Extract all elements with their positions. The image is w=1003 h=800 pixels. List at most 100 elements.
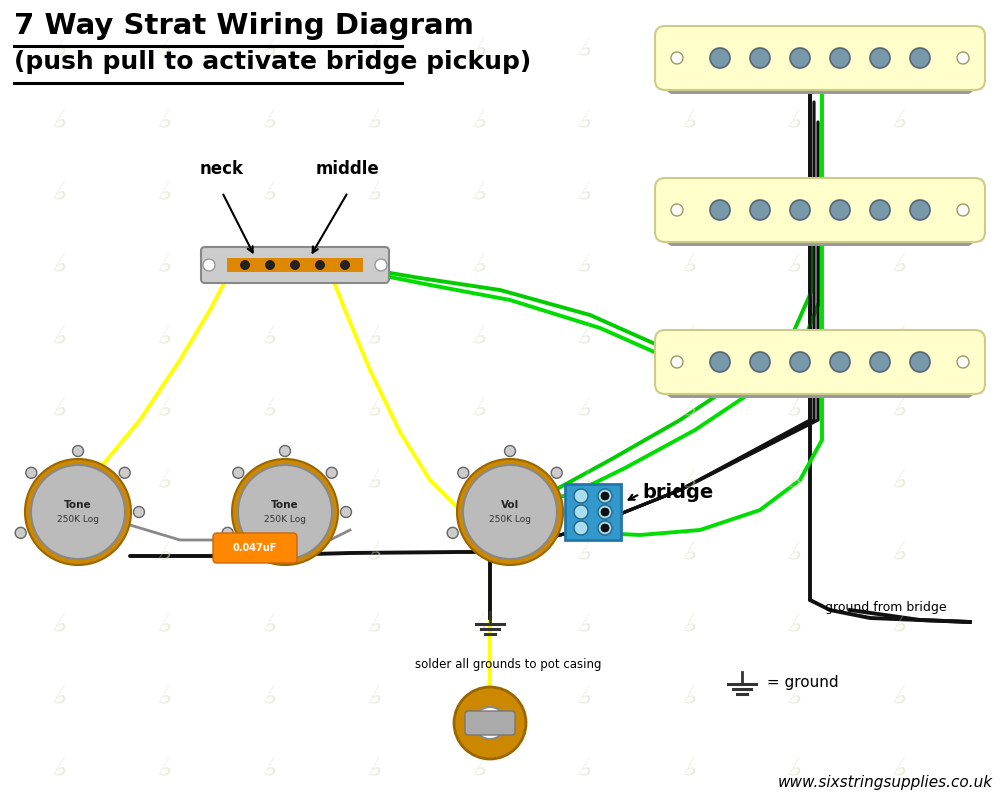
Circle shape [133,506,144,518]
Text: ♭: ♭ [152,394,178,426]
Circle shape [956,204,968,216]
Text: ♭: ♭ [887,610,912,642]
Text: ♭: ♭ [781,106,806,138]
Circle shape [956,356,968,368]
Text: ♭: ♭ [152,610,178,642]
Text: ♭: ♭ [152,250,178,282]
Text: ♭: ♭ [152,682,178,714]
Text: ♭: ♭ [257,322,283,354]
Text: Tone: Tone [271,500,299,510]
Text: www.sixstringsupplies.co.uk: www.sixstringsupplies.co.uk [777,775,992,790]
Text: ♭: ♭ [152,34,178,66]
Circle shape [870,48,889,68]
Circle shape [601,508,609,516]
Text: bridge: bridge [641,482,712,502]
Circle shape [956,52,968,64]
Text: neck: neck [200,160,244,178]
Circle shape [238,465,332,559]
Circle shape [233,467,244,478]
Circle shape [870,352,889,372]
Text: ♭: ♭ [572,538,597,570]
Circle shape [574,505,588,519]
Circle shape [749,200,769,220]
Circle shape [598,521,612,535]
Circle shape [72,446,83,457]
Circle shape [829,352,850,372]
Circle shape [25,459,130,565]
Text: ♭: ♭ [47,754,72,786]
Circle shape [340,261,349,270]
Text: ♭: ♭ [47,178,72,210]
Text: ♭: ♭ [781,250,806,282]
Circle shape [749,48,769,68]
Text: ♭: ♭ [572,106,597,138]
Circle shape [203,259,215,271]
Text: ♭: ♭ [572,754,597,786]
Text: ♭: ♭ [152,106,178,138]
Text: ♭: ♭ [257,250,283,282]
Circle shape [462,465,557,559]
Circle shape [446,527,457,538]
FancyBboxPatch shape [213,533,297,563]
Text: ♭: ♭ [887,682,912,714]
Text: ♭: ♭ [887,538,912,570]
Text: ♭: ♭ [677,394,702,426]
Text: ♭: ♭ [677,322,702,354]
Text: ♭: ♭ [362,610,387,642]
Text: ♭: ♭ [362,34,387,66]
Text: ♭: ♭ [257,682,283,714]
FancyBboxPatch shape [654,26,984,90]
Text: 250K Log: 250K Log [57,515,99,525]
Text: ♭: ♭ [677,682,702,714]
Circle shape [504,446,515,457]
Text: ♭: ♭ [781,682,806,714]
Text: ♭: ♭ [677,466,702,498]
Text: ♭: ♭ [362,538,387,570]
Circle shape [26,467,37,478]
Circle shape [789,352,809,372]
FancyBboxPatch shape [666,372,972,398]
Text: ♭: ♭ [781,538,806,570]
Text: ♭: ♭ [152,538,178,570]
Text: ♭: ♭ [47,106,72,138]
Text: ♭: ♭ [257,610,283,642]
Circle shape [279,446,290,457]
Text: ♭: ♭ [362,322,387,354]
Circle shape [119,467,130,478]
Text: ♭: ♭ [887,466,912,498]
Circle shape [909,352,929,372]
Text: ♭: ♭ [466,466,492,498]
Circle shape [565,506,576,518]
Text: ♭: ♭ [362,106,387,138]
Text: ♭: ♭ [887,34,912,66]
Text: ♭: ♭ [466,178,492,210]
Circle shape [829,200,850,220]
Text: = ground: = ground [761,674,838,690]
Circle shape [789,200,809,220]
Text: ♭: ♭ [887,106,912,138]
Circle shape [670,356,682,368]
Text: ♭: ♭ [677,106,702,138]
FancyBboxPatch shape [464,711,515,735]
Text: solder all grounds to pot casing: solder all grounds to pot casing [414,658,601,671]
Text: ♭: ♭ [466,34,492,66]
Text: Tone: Tone [64,500,91,510]
Text: ♭: ♭ [466,394,492,426]
Circle shape [829,48,850,68]
Circle shape [601,524,609,532]
Circle shape [574,489,588,503]
Text: ground from bridge: ground from bridge [824,602,946,614]
Text: ♭: ♭ [257,538,283,570]
Text: ♭: ♭ [781,610,806,642]
Text: ♭: ♭ [887,394,912,426]
Circle shape [290,261,299,270]
Text: ♭: ♭ [152,322,178,354]
Text: ♭: ♭ [572,322,597,354]
Circle shape [326,467,337,478]
FancyBboxPatch shape [654,178,984,242]
Circle shape [574,521,588,535]
Circle shape [31,465,125,559]
Text: ♭: ♭ [572,610,597,642]
Text: ♭: ♭ [257,34,283,66]
Text: ♭: ♭ [677,754,702,786]
